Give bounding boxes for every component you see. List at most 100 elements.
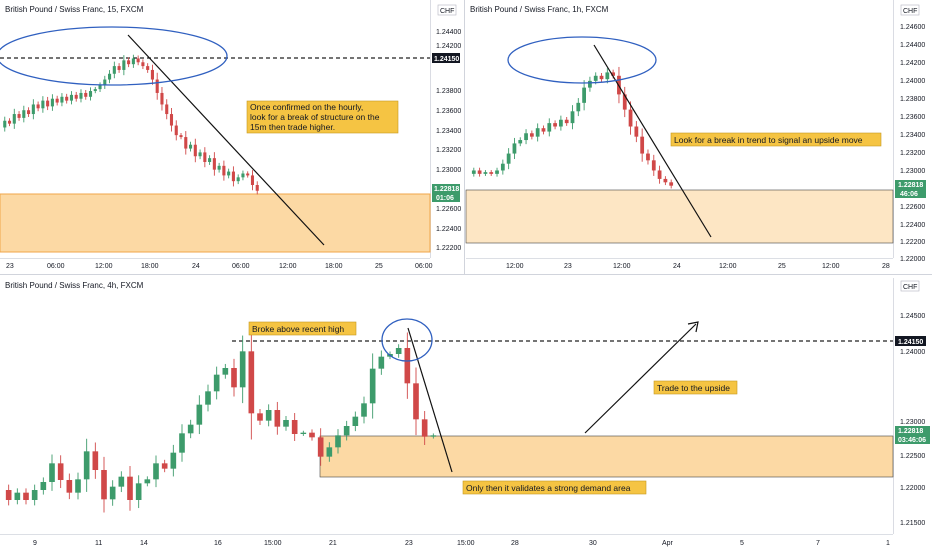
- candle-down: [255, 185, 259, 191]
- p3-countdown: 03:46:06: [898, 437, 926, 444]
- p2-ytick: 1.23800: [900, 96, 925, 103]
- candle-down: [57, 463, 64, 480]
- candle-down: [657, 170, 662, 179]
- candle-up: [518, 140, 523, 144]
- candle-down: [203, 152, 207, 162]
- p1-xtick: 06:00: [47, 263, 65, 270]
- candle-up: [559, 119, 563, 127]
- p3-xtick: 16: [214, 540, 222, 547]
- candle-down: [640, 136, 645, 154]
- p3-xtick: 7: [816, 540, 820, 547]
- p3-xtick: 11: [95, 540, 102, 547]
- p2-ytick: 1.24200: [900, 60, 925, 67]
- p1-ytick: 1.23400: [436, 128, 461, 135]
- p1-ytick: 1.23600: [436, 108, 461, 115]
- candle-down: [309, 432, 315, 438]
- p1-level-label: [432, 53, 460, 63]
- candle-down: [84, 92, 88, 97]
- p2-ytick: 1.24600: [900, 24, 925, 31]
- candle-up: [49, 463, 55, 482]
- candle-down: [174, 125, 178, 136]
- candle-down: [663, 178, 668, 183]
- candle-up: [12, 114, 16, 124]
- candle-down: [46, 100, 50, 107]
- panel3-title: British Pound / Swiss Franc, 4h, FXCM: [5, 281, 144, 290]
- candle-down: [628, 109, 633, 127]
- candle-down: [65, 96, 69, 101]
- candle-up: [593, 75, 598, 81]
- p2-xtick: 28: [882, 263, 890, 270]
- p2-price-text: 1.22818: [898, 182, 923, 189]
- candle-up: [605, 72, 610, 80]
- candle-down: [161, 463, 168, 469]
- candle-down: [291, 420, 298, 434]
- p1-note-box: [246, 100, 399, 134]
- p3-ytick: 1.22500: [900, 453, 925, 460]
- candle-up: [570, 111, 575, 124]
- candle-up: [512, 143, 517, 154]
- candle-down: [599, 75, 604, 80]
- p1-ytick: 1.22200: [436, 245, 461, 252]
- candle-up: [524, 133, 528, 141]
- p3-note-box: [462, 480, 647, 495]
- candle-up: [83, 451, 90, 480]
- p3-note-demand: Only then it validates a strong demand a…: [466, 483, 631, 493]
- candle-up: [198, 152, 202, 157]
- p3-ytick: 1.22000: [900, 485, 925, 492]
- candle-up: [22, 110, 26, 118]
- p1-xtick: 24: [192, 263, 200, 270]
- candle-down: [651, 160, 656, 171]
- p1-ytick: 1.22400: [436, 226, 461, 233]
- candle-up: [31, 490, 38, 500]
- candle-up: [265, 410, 272, 421]
- p1-xtick: 25: [375, 263, 383, 270]
- candle-down: [669, 182, 674, 186]
- panel2-title: British Pound / Swiss Franc, 1h, FXCM: [470, 5, 609, 14]
- candle-up: [170, 452, 177, 469]
- p2-xtick: 12:00: [506, 263, 524, 270]
- candle-up: [69, 94, 74, 101]
- candle-up: [241, 173, 245, 178]
- p2-ytick: 1.22400: [900, 222, 925, 229]
- candle-up: [135, 483, 142, 500]
- candle-down: [611, 72, 616, 76]
- p2-highlight-circle: [507, 36, 657, 84]
- p3-xtick: 30: [589, 540, 597, 547]
- candle-down: [136, 58, 140, 63]
- candle-up: [430, 435, 437, 437]
- p1-note-line: Once confirmed on the hourly,: [250, 102, 363, 112]
- p1-candles: [3, 54, 259, 195]
- candle-down: [564, 119, 569, 124]
- p1-xtick: 06:00: [415, 263, 433, 270]
- candle-down: [231, 368, 237, 388]
- candle-down: [231, 171, 235, 182]
- candle-down: [117, 66, 121, 70]
- candle-down: [317, 437, 324, 457]
- panel1-currency-badge: CHF: [440, 8, 454, 15]
- p1-xtick: 18:00: [141, 263, 159, 270]
- p1-xtick: 06:00: [232, 263, 250, 270]
- candle-down: [92, 451, 99, 470]
- candle-down: [541, 128, 546, 132]
- candle-down: [127, 60, 131, 65]
- p1-xtick: 12:00: [279, 263, 297, 270]
- candle-up: [112, 66, 116, 74]
- candle-up: [213, 374, 220, 392]
- p2-xtick: 24: [673, 263, 681, 270]
- candle-up: [326, 447, 333, 457]
- candle-down: [141, 62, 145, 67]
- candle-up: [369, 368, 376, 404]
- p3-price-text: 1.22818: [898, 428, 923, 435]
- p2-ytick: 1.24000: [900, 78, 925, 85]
- candle-up: [131, 58, 135, 65]
- candle-down: [193, 144, 197, 157]
- candle-down: [150, 69, 154, 80]
- p3-upside-arrow: [584, 323, 697, 434]
- candle-down: [184, 137, 188, 149]
- p3-demand-zone: [319, 435, 894, 478]
- p2-price-label: [895, 180, 926, 198]
- candle-down: [421, 419, 428, 437]
- candle-up: [188, 144, 193, 149]
- candle-down: [127, 476, 133, 500]
